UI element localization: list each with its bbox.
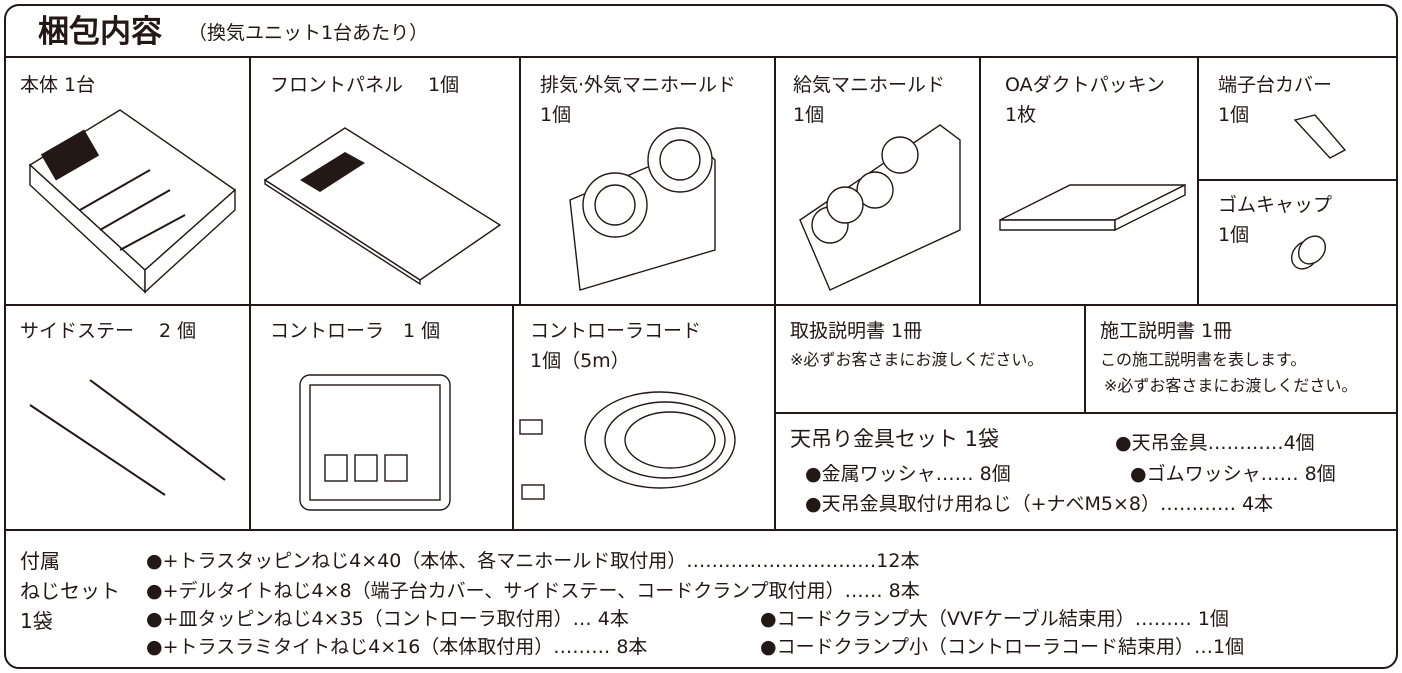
manual-note: ※必ずお客さまにお渡しください。	[790, 350, 1044, 369]
item-label: 1枚	[1005, 104, 1037, 126]
hanging-set-title: 天吊り金具セット 1袋	[790, 427, 1000, 451]
item-label: フロントパネル 1個	[270, 74, 460, 96]
manual-note: ※必ずお客さまにお渡しください。	[1104, 376, 1358, 395]
hanging-set-entry: ●金属ワッシャ…… 8個	[805, 463, 1011, 485]
subtitle: （換気ユニット1台あたり）	[188, 22, 429, 44]
screw-set-label: ねじセット	[20, 579, 120, 603]
item-label: 給気マニホールド	[793, 74, 946, 96]
supply-manifold-drawing	[799, 124, 961, 291]
item-label: 1個（5m）	[530, 350, 630, 372]
packing-drawing	[999, 183, 1186, 232]
grid-lines	[5, 56, 1397, 531]
screw-set-entry: ●コードクランプ大（VVFケーブル結束用）……… 1個	[760, 608, 1229, 630]
controller-drawing	[299, 374, 451, 511]
screw-set-entry: ●コードクランプ小（コントローラコード結束用）…1個	[760, 636, 1245, 658]
item-label: OAダクトパッキン	[1005, 74, 1166, 96]
front-panel-drawing	[263, 127, 502, 286]
item-label: 本体 1台	[20, 74, 96, 96]
screw-set-entry: ●+トラスラミタイトねじ4×16（本体取付用）……… 8本	[146, 636, 648, 658]
exhaust-manifold-drawing	[569, 127, 716, 291]
rubber-cap-drawing	[1290, 235, 1327, 270]
manual-title: 取扱説明書 1冊	[790, 320, 923, 342]
screw-set-label: 付属	[20, 549, 60, 573]
item-label: 端子台カバー	[1218, 74, 1333, 96]
screw-set-entry: ●+トラスタッピンねじ4×40（本体、各マニホールド取付用）……………………………	[146, 550, 920, 572]
screw-set-label: 1袋	[20, 609, 53, 633]
item-label: 1個	[1218, 224, 1250, 246]
item-label: 1個	[540, 104, 572, 126]
terminal-cover-drawing	[1293, 114, 1347, 159]
item-label: コントローラコード	[530, 320, 702, 342]
item-label: 排気·外気マニホールド	[540, 74, 737, 96]
controller-cord-drawing	[519, 391, 736, 500]
item-label: ゴムキャップ	[1218, 194, 1333, 216]
hanging-set-entry: ●天吊金具取付け用ねじ（+ナベM5×8）………… 4本	[805, 493, 1274, 515]
hanging-set-entry: ●天吊金具…………4個	[1115, 432, 1315, 454]
title: 梱包内容	[38, 14, 162, 50]
manual-note: この施工説明書を表します。	[1100, 350, 1307, 369]
screw-set-entry: ●+デルタイトねじ4×8（端子台カバー、サイドステー、コードクランプ取付用）………	[146, 580, 920, 602]
item-label: コントローラ 1 個	[270, 320, 441, 342]
unit-drawing	[28, 109, 237, 294]
frame	[4, 4, 1398, 669]
screw-set-entry: ●+皿タッピンねじ4×35（コントローラ取付用）… 4本	[146, 608, 629, 630]
manual-title: 施工説明書 1冊	[1100, 320, 1233, 342]
item-label: サイドステー 2 個	[20, 320, 197, 342]
item-label: 1個	[793, 104, 825, 126]
item-label: 1個	[1218, 104, 1250, 126]
hanging-set-entry: ●ゴムワッシャ…… 8個	[1130, 463, 1336, 485]
side-stay-drawing	[29, 379, 226, 496]
